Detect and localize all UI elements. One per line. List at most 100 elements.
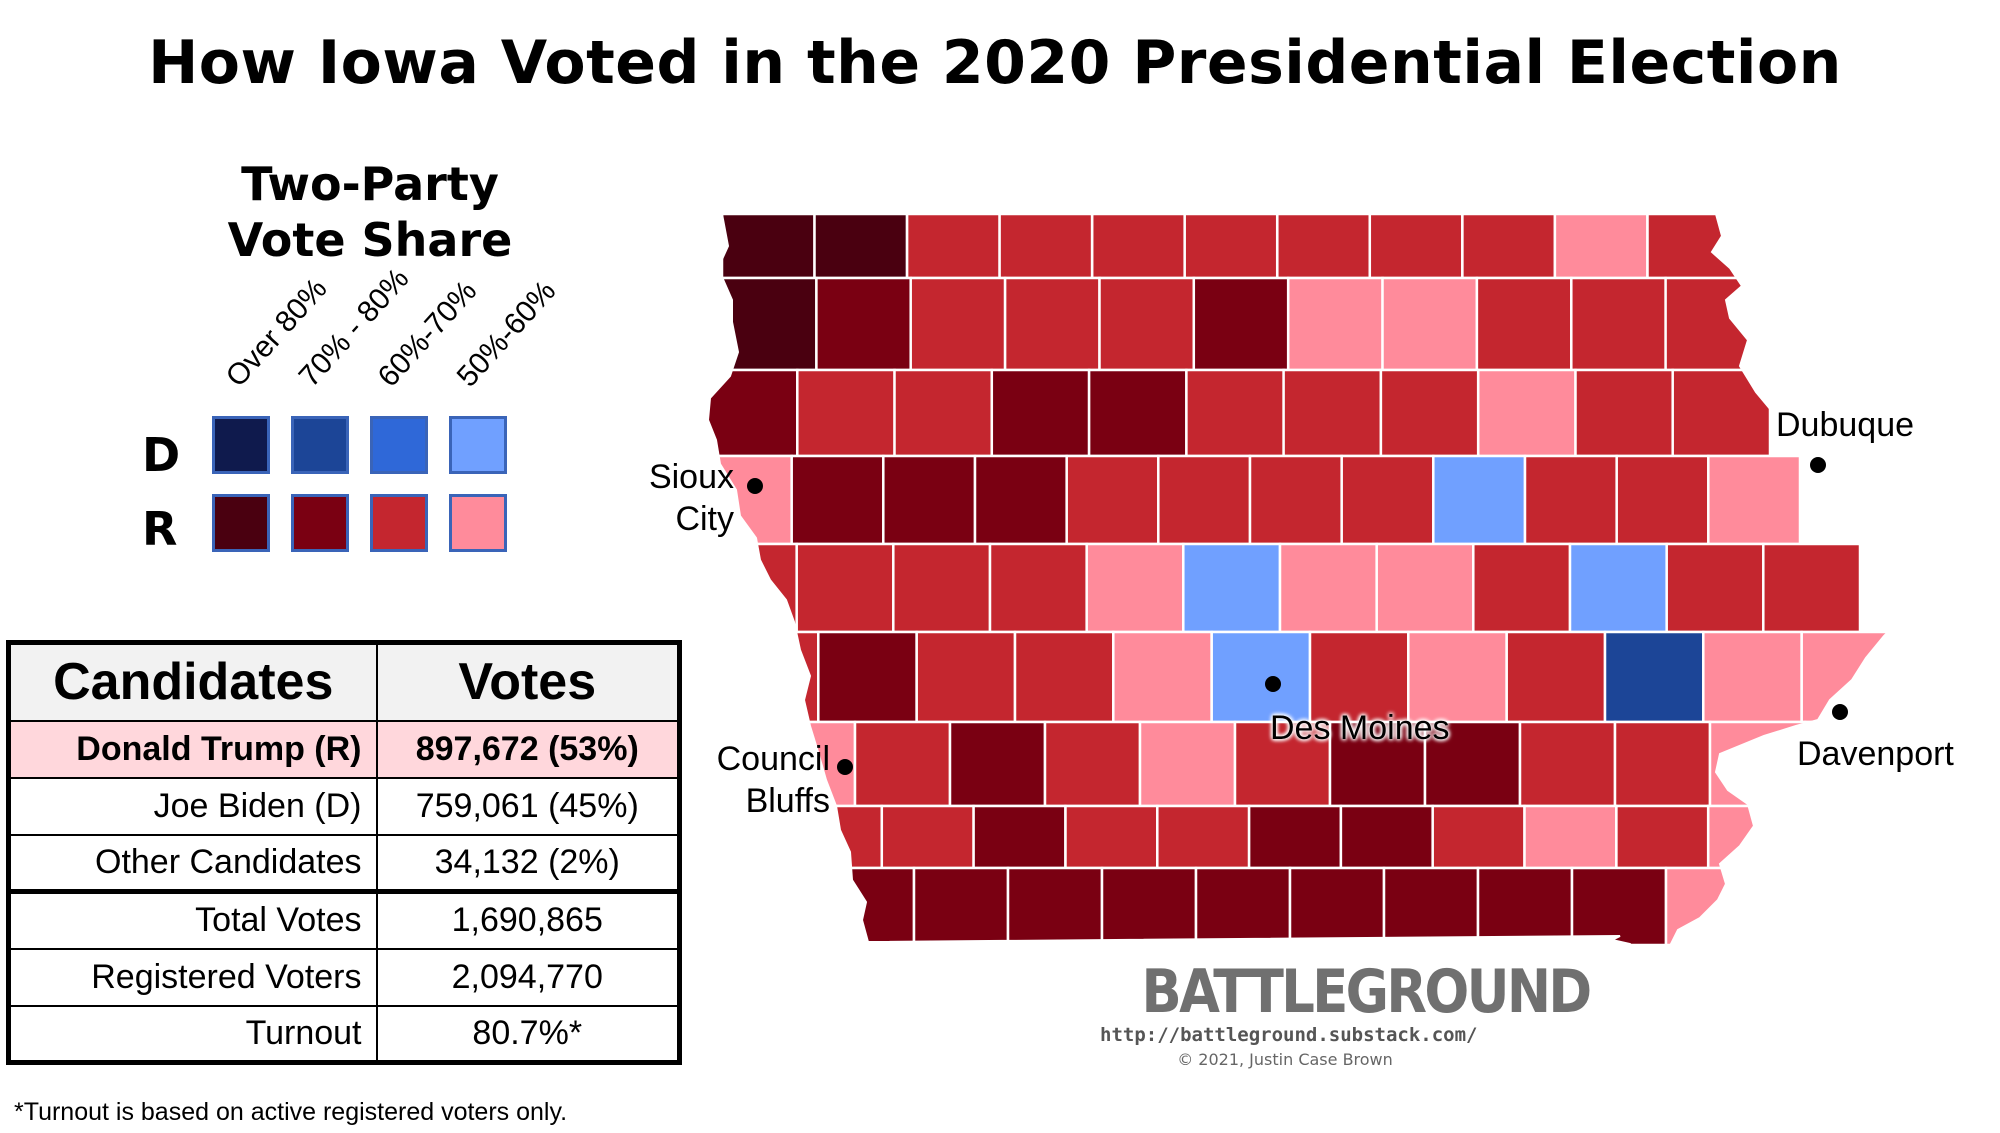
county-shape [1476, 866, 1574, 947]
county-shape [1065, 454, 1160, 546]
county-shape [1432, 454, 1527, 546]
county-shape [880, 804, 975, 870]
county-shape [1286, 276, 1384, 372]
county-shape [1192, 276, 1290, 372]
county-shape [1194, 866, 1292, 947]
county-shape [892, 542, 992, 634]
county-shape [1664, 276, 1762, 372]
county-shape [815, 276, 913, 372]
county-shape [1664, 866, 1762, 947]
city-marker-davenport [1832, 704, 1848, 720]
city-label-davenport: Davenport [1797, 735, 1954, 773]
legend-swatch-r [449, 494, 507, 552]
legend-swatch-r [291, 494, 349, 552]
city-label-line: Sioux [648, 458, 734, 496]
county-shape [1665, 542, 1765, 634]
candidate-name: Donald Trump (R) [7, 719, 378, 779]
legend-title-line1: Two-Party [241, 157, 499, 211]
city-marker-sioux-city [747, 478, 763, 494]
county-shape [1339, 804, 1434, 870]
legend-row-r: R [142, 502, 178, 556]
table-row: Turnout 80.7%* [7, 1004, 681, 1064]
stat-label: Total Votes [7, 889, 378, 950]
table-row: Total Votes 1,690,865 [7, 889, 681, 950]
county-shape [1098, 276, 1196, 372]
county-shape [1064, 804, 1159, 870]
county-shape [1570, 866, 1668, 947]
county-shape [1381, 276, 1479, 372]
county-shape [1328, 720, 1427, 808]
stat-value: 1,690,865 [375, 889, 681, 950]
county-shape [905, 214, 1001, 280]
county-shape [1615, 804, 1710, 870]
county-shape [1087, 368, 1188, 458]
county-shape [1013, 630, 1115, 724]
county-shape [1276, 214, 1372, 280]
county-shape [795, 542, 895, 634]
candidate-votes: 897,672 (53%) [375, 719, 681, 779]
city-marker-council-bluffs [837, 759, 853, 775]
battleground-logo: BATTLEGROUND [1141, 957, 1593, 1027]
county-shape [1233, 720, 1332, 808]
county-shape [1603, 630, 1705, 724]
county-shape [818, 866, 916, 947]
city-marker-dubuque [1810, 457, 1826, 473]
county-shape [1182, 542, 1282, 634]
county-shape [1375, 542, 1475, 634]
county-shape [1379, 368, 1480, 458]
county-shape [973, 454, 1068, 546]
county-shape [708, 368, 799, 458]
county-shape [1003, 276, 1101, 372]
table-header-row: Candidates Votes [7, 641, 681, 722]
county-shape [915, 630, 1017, 724]
header-candidates: Candidates [7, 641, 378, 722]
table-row-winner: Donald Trump (R) 897,672 (53%) [7, 719, 681, 779]
county-shape [1138, 720, 1237, 808]
city-label-line: City [675, 500, 734, 538]
branding-url: http://battleground.substack.com/ [1100, 1024, 1478, 1046]
county-shape [1570, 276, 1667, 372]
county-shape [1800, 630, 1902, 724]
legend-swatch-d [212, 416, 270, 474]
candidate-name: Joe Biden (D) [7, 776, 378, 836]
county-shape [1553, 214, 1649, 280]
stat-label: Registered Voters [7, 947, 378, 1007]
county-shape [1368, 214, 1464, 280]
branding-copyright: © 2021, Justin Case Brown [1177, 1050, 1393, 1069]
county-shape [1646, 214, 1742, 280]
county-shape [893, 368, 994, 458]
county-shape [988, 542, 1088, 634]
county-shape [1248, 454, 1343, 546]
county-shape [1382, 866, 1480, 947]
county-shape [990, 368, 1091, 458]
table-row: Registered Voters 2,094,770 [7, 947, 681, 1007]
county-shape [1613, 720, 1712, 808]
city-label-sioux-city: Sioux City [618, 456, 734, 540]
county-shape [1702, 630, 1803, 724]
county-shape [1423, 720, 1522, 808]
county-shape [998, 214, 1094, 280]
legend-title: Two-Party Vote Share [220, 156, 520, 268]
county-shape [1006, 866, 1104, 947]
county-shape [1762, 542, 1862, 634]
county-shape [1156, 804, 1251, 870]
county-shape [853, 720, 952, 808]
city-label-line: Bluffs [745, 782, 830, 820]
county-shape [1707, 454, 1802, 546]
county-shape [1505, 630, 1607, 724]
county-shape [1574, 368, 1675, 458]
county-shape [1615, 454, 1710, 546]
county-shape [1523, 804, 1618, 870]
legend-row-d: D [142, 428, 181, 482]
footnote: *Turnout is based on active registered v… [14, 1098, 568, 1126]
county-shape [1568, 542, 1668, 634]
county-shape [720, 214, 816, 280]
county-shape [796, 368, 896, 458]
county-shape [1247, 804, 1343, 870]
county-shape [1671, 368, 1772, 458]
legend-swatch-d [449, 416, 507, 474]
county-shape [790, 454, 885, 546]
county-shape [1288, 866, 1386, 947]
county-shape [1112, 630, 1213, 724]
